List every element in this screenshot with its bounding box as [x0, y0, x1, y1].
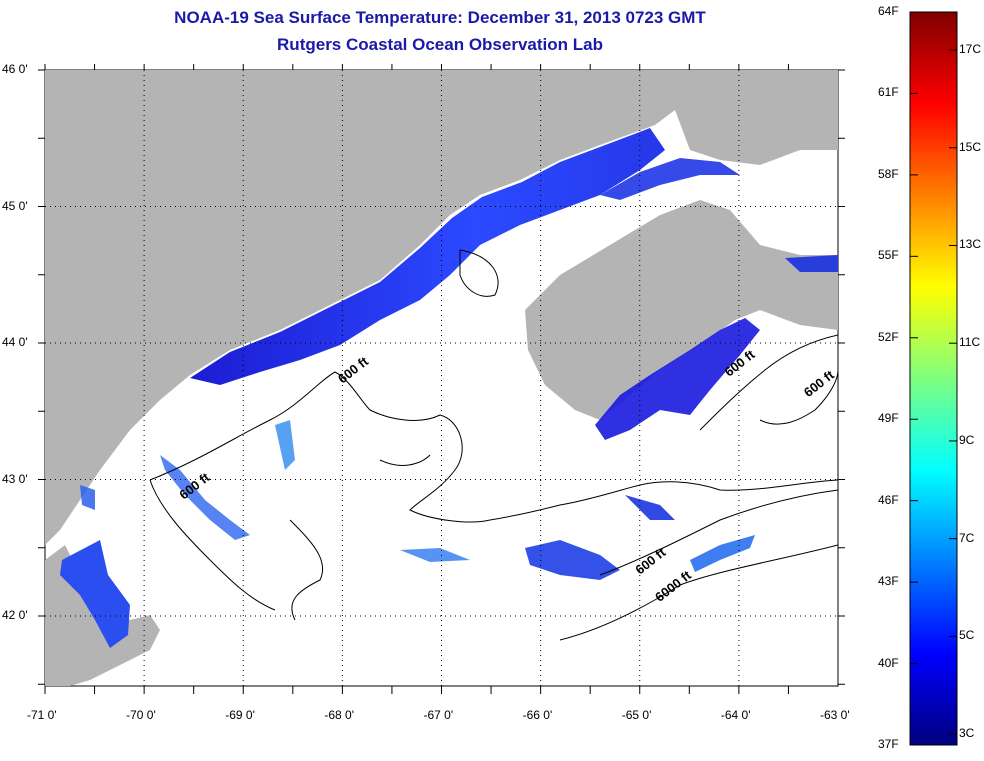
lat-tick-label: 46 0': [2, 62, 28, 76]
colorbar-f-label: 61F: [878, 85, 899, 100]
colorbar-c-label: 15C: [959, 139, 982, 154]
map-subtitle: Rutgers Coastal Ocean Observation Lab: [277, 35, 603, 54]
map-title: NOAA-19 Sea Surface Temperature: Decembe…: [174, 8, 706, 27]
graticule-grid: [45, 70, 838, 686]
colorbar-c-label: 9C: [959, 432, 975, 447]
sst-maine-coastal-band: [190, 128, 665, 385]
lon-tick-label: -68 0': [324, 708, 355, 722]
colorbar-c-label: 11C: [959, 335, 981, 350]
lon-tick-label: -66 0': [522, 708, 553, 722]
sst-fundy-band: [600, 158, 740, 200]
land-nova-scotia: [525, 200, 838, 420]
sst-cape-cod-bay: [60, 540, 130, 648]
colorbar-f-label: 49F: [878, 411, 899, 426]
lat-tick-label: 42 0': [2, 608, 28, 622]
lon-tick-label: -70 0': [126, 708, 156, 722]
colorbar-f-label: 40F: [878, 655, 899, 670]
colorbar-f-label: 46F: [878, 492, 899, 507]
colorbar-c-label: 13C: [959, 237, 982, 252]
lat-tick-label: 43 0': [2, 471, 28, 486]
sst-georges-patch-1: [525, 540, 620, 580]
sst-gulf-patch-2: [275, 420, 295, 470]
lon-tick-label: -63 0': [820, 708, 850, 722]
colorbar-f-label: 43F: [878, 574, 899, 589]
colorbar-c-label: 3C: [959, 726, 975, 741]
sst-georges-patch-2: [690, 535, 755, 572]
colorbar-f-label: 37F: [878, 737, 899, 751]
lon-tick-label: -69 0': [225, 708, 255, 722]
lat-tick-label: 45 0': [2, 198, 28, 213]
colorbar-f-label: 55F: [878, 248, 899, 263]
sst-georges-patch-4: [400, 548, 470, 562]
colorbar-ticks: [910, 11, 957, 746]
sst-gulf-patch-3: [80, 485, 95, 510]
lon-tick-label: -71 0': [27, 708, 57, 722]
bathymetry-contours: [149, 249, 838, 641]
lat-tick-label: 44 0': [2, 335, 28, 349]
land-maine-newbrunswick: [45, 70, 838, 545]
colorbar: [909, 11, 958, 746]
colorbar-f-label: 58F: [878, 166, 899, 181]
sst-georges-patch-3: [625, 495, 675, 520]
colorbar-c-label: 17C: [959, 42, 982, 56]
colorbar-f-label: 52F: [878, 329, 899, 344]
lon-tick-label: -67 0': [423, 708, 454, 722]
colorbar-c-label: 5C: [959, 628, 975, 643]
lon-tick-label: -64 0': [720, 708, 751, 722]
sst-southwest-ns: [785, 255, 838, 272]
colorbar-c-label: 7C: [959, 530, 975, 545]
sst-gulf-patch-1: [160, 455, 250, 540]
lon-tick-label: -65 0': [621, 708, 652, 722]
sst-nova-scotia-streaks: [595, 318, 760, 440]
frame-ticks: [38, 64, 845, 694]
colorbar-f-label: 64F: [878, 4, 899, 18]
